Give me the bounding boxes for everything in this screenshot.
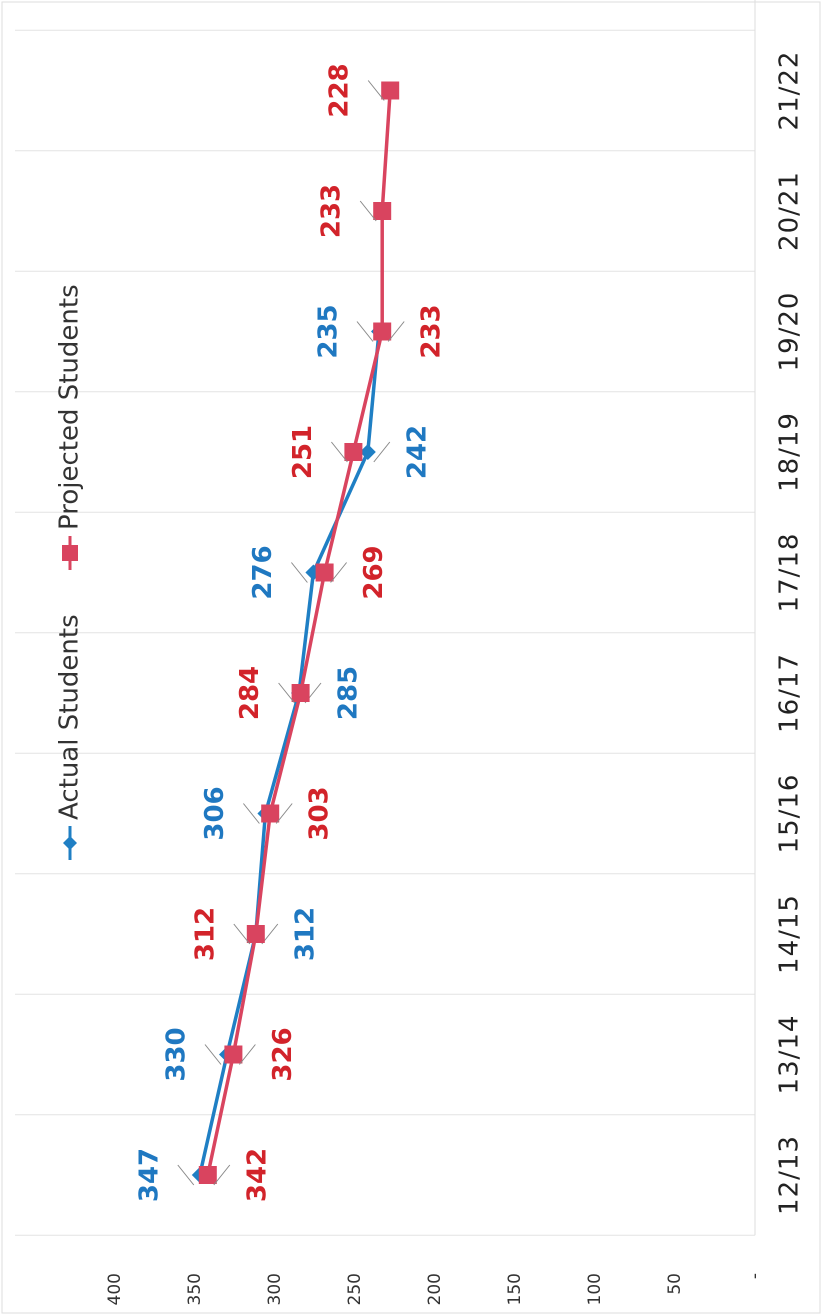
leader-line bbox=[243, 803, 260, 824]
x-tick-label: 13/14 bbox=[775, 1015, 805, 1095]
leader-line bbox=[239, 1044, 256, 1065]
data-label: 251 bbox=[288, 425, 318, 479]
data-label: 235 bbox=[314, 304, 344, 358]
marker bbox=[224, 1045, 243, 1064]
data-label: 303 bbox=[305, 786, 335, 840]
leader-line bbox=[278, 682, 295, 704]
x-tick-label: 19/20 bbox=[775, 292, 805, 372]
x-tick-label: 15/16 bbox=[775, 774, 805, 854]
y-tick-label: - bbox=[745, 1273, 765, 1279]
x-tick-label: 16/17 bbox=[775, 653, 805, 733]
data-label: 233 bbox=[317, 184, 347, 238]
y-tick-label: 100 bbox=[585, 1273, 605, 1305]
marker bbox=[359, 444, 376, 460]
leader-line bbox=[275, 803, 293, 824]
legend-marker bbox=[62, 545, 78, 561]
x-tick-label: 17/18 bbox=[775, 533, 805, 613]
series-line bbox=[198, 331, 381, 1176]
data-label: 269 bbox=[359, 545, 389, 599]
leader-line bbox=[204, 1044, 222, 1065]
y-tick-label: 400 bbox=[105, 1273, 125, 1305]
leader-line bbox=[356, 321, 374, 342]
marker bbox=[373, 202, 392, 220]
y-tick-label: 300 bbox=[265, 1273, 285, 1305]
x-tick-label: 20/21 bbox=[775, 171, 805, 251]
y-tick-label: 250 bbox=[345, 1273, 365, 1305]
legend-marker bbox=[63, 836, 77, 850]
y-tick-label: 50 bbox=[665, 1273, 685, 1295]
data-label: 228 bbox=[325, 63, 355, 117]
data-label: 312 bbox=[190, 907, 220, 961]
leader-line bbox=[359, 200, 377, 222]
x-tick-label: 14/15 bbox=[775, 894, 805, 974]
series-line bbox=[206, 90, 392, 1176]
data-label: 285 bbox=[334, 666, 364, 720]
y-tick-label: 150 bbox=[505, 1273, 525, 1305]
leader-line bbox=[373, 441, 391, 463]
data-label: 306 bbox=[200, 786, 230, 840]
data-label: 312 bbox=[290, 907, 320, 961]
marker bbox=[261, 804, 280, 823]
data-label: 330 bbox=[162, 1027, 192, 1081]
x-tick-label: 18/19 bbox=[775, 412, 805, 492]
data-label: 326 bbox=[268, 1027, 298, 1081]
leader-line bbox=[213, 1164, 231, 1186]
data-label: 347 bbox=[134, 1148, 164, 1202]
leader-line bbox=[291, 562, 308, 583]
x-tick-label: 12/13 bbox=[775, 1135, 805, 1215]
legend-label: Projected Students bbox=[55, 284, 85, 530]
leader-line bbox=[387, 321, 405, 342]
marker bbox=[344, 443, 363, 461]
marker bbox=[373, 322, 392, 341]
legend-label: Actual Students bbox=[55, 614, 85, 820]
x-tick-label: 21/22 bbox=[775, 51, 805, 131]
data-label: 233 bbox=[417, 304, 447, 358]
y-tick-label: 200 bbox=[425, 1273, 445, 1305]
data-label: 276 bbox=[248, 545, 278, 599]
leader-line bbox=[367, 80, 385, 101]
rotated-plot: - 50 100 150 200 250 300 350 400 12/13 13/14 14/15 1… bbox=[15, 0, 805, 1305]
leader-line bbox=[233, 923, 251, 945]
data-label: 242 bbox=[402, 425, 432, 479]
data-label: 284 bbox=[235, 666, 265, 720]
marker bbox=[246, 925, 265, 943]
data-label: 342 bbox=[242, 1148, 272, 1202]
leader-line bbox=[177, 1164, 195, 1186]
leader-line bbox=[331, 441, 348, 463]
y-tick-label: 350 bbox=[185, 1273, 205, 1305]
marker bbox=[381, 81, 400, 100]
marker bbox=[198, 1166, 217, 1184]
marker bbox=[291, 684, 310, 702]
marker bbox=[315, 563, 334, 582]
leader-line bbox=[330, 562, 347, 583]
